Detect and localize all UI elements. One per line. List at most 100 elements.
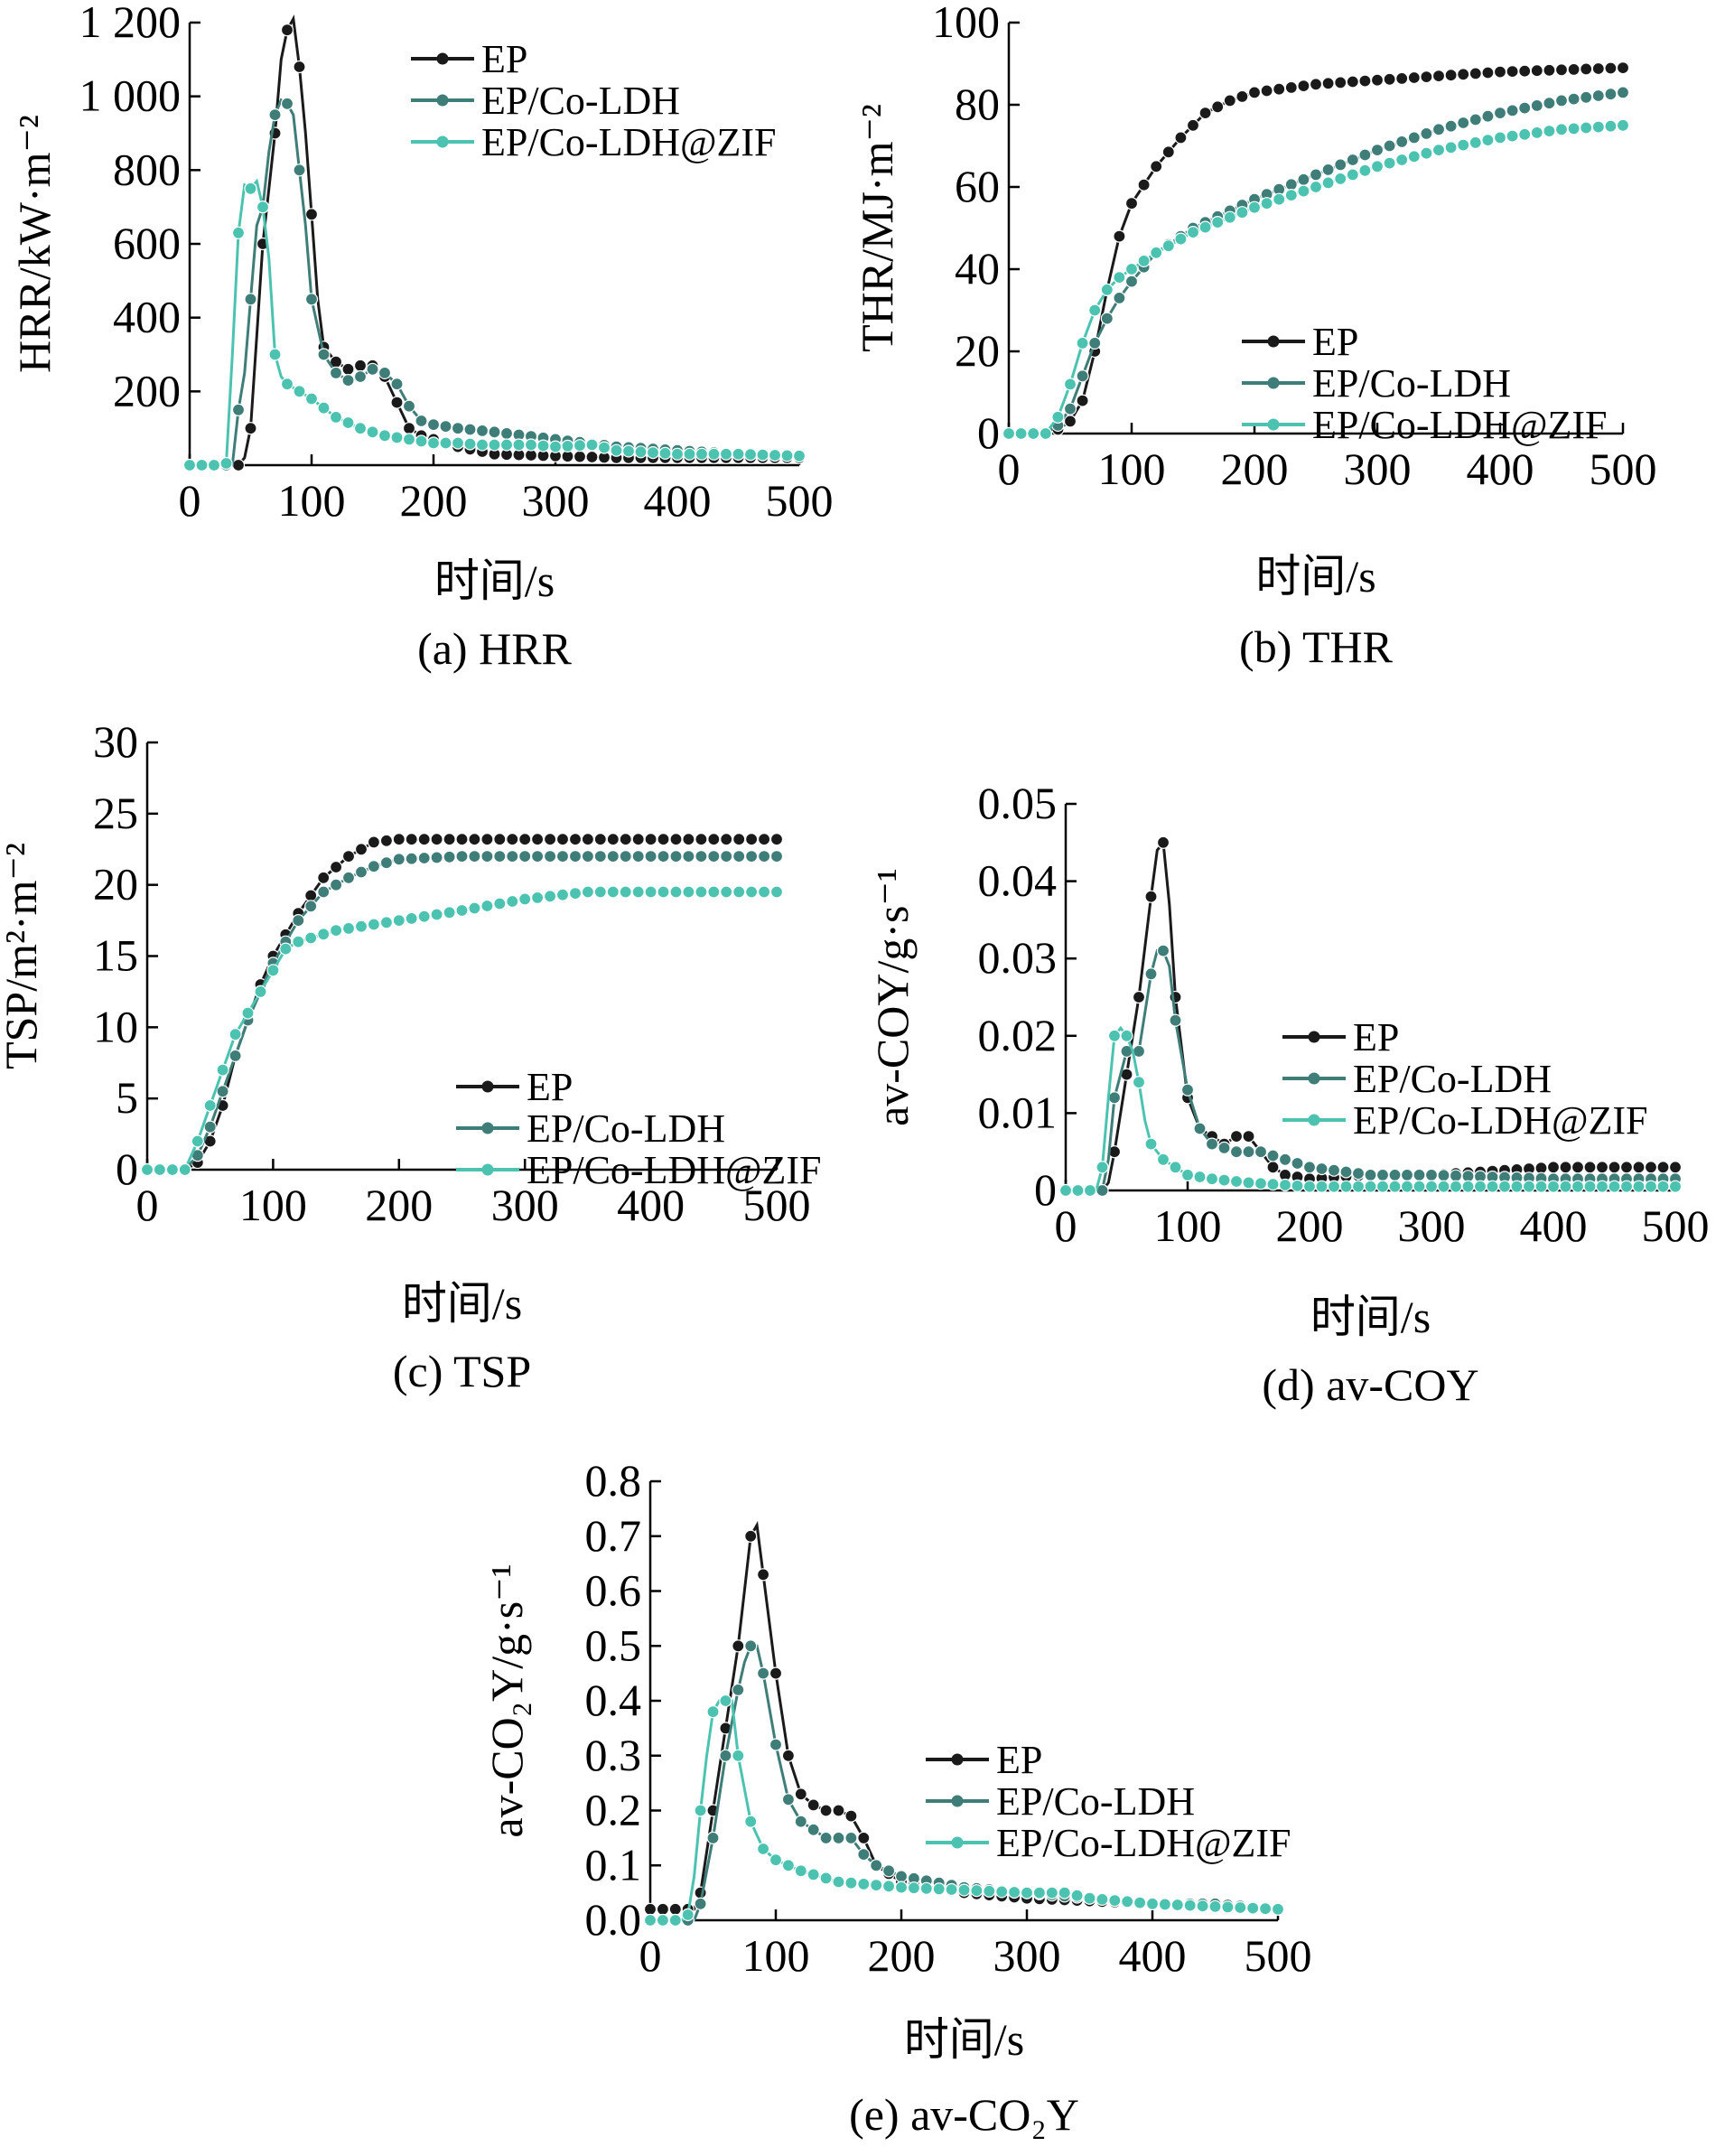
y-tick-label: 800 — [113, 144, 181, 194]
data-point — [644, 849, 657, 863]
data-point — [1193, 1170, 1207, 1184]
data-point — [354, 919, 368, 933]
data-point — [1071, 1183, 1085, 1198]
data-point — [1351, 1180, 1366, 1193]
data-point — [1644, 1180, 1658, 1193]
data-point — [1656, 1180, 1670, 1193]
data-point — [573, 439, 587, 453]
data-point — [1180, 1083, 1195, 1097]
data-point — [493, 833, 507, 846]
legend-label: EP/Co-LDH — [527, 1106, 725, 1151]
data-point — [341, 362, 355, 376]
data-point — [1449, 1169, 1463, 1182]
data-point — [894, 1870, 909, 1883]
data-point — [1309, 168, 1323, 182]
legend-label: EP/Co-LDH — [481, 79, 680, 123]
data-point — [1461, 1180, 1475, 1193]
data-point — [506, 849, 519, 863]
data-point — [1145, 1897, 1160, 1910]
data-point — [1113, 229, 1126, 243]
data-point — [1493, 131, 1507, 145]
data-point — [304, 931, 318, 945]
data-point — [1518, 101, 1532, 115]
x-tick-label: 300 — [522, 475, 590, 526]
data-point — [506, 833, 519, 846]
data-point — [1518, 64, 1532, 78]
data-point — [1469, 113, 1482, 126]
data-point — [402, 422, 416, 435]
data-point — [669, 833, 683, 846]
data-point — [720, 885, 733, 899]
data-point — [1108, 1894, 1122, 1908]
data-point — [1370, 160, 1385, 173]
x-tick-label: 100 — [1098, 443, 1166, 494]
data-point — [732, 833, 746, 846]
data-point — [707, 885, 721, 899]
data-point — [1144, 1137, 1158, 1151]
data-point — [744, 885, 759, 899]
data-point — [1346, 75, 1359, 89]
data-point — [1604, 88, 1618, 101]
y-tick-label: 40 — [955, 243, 1000, 294]
data-point — [415, 434, 428, 448]
x-tick-label: 400 — [1119, 1930, 1187, 1981]
data-point — [695, 885, 708, 899]
data-point — [957, 1883, 971, 1897]
data-point — [1554, 94, 1569, 107]
data-point — [1580, 121, 1593, 135]
data-point — [1124, 262, 1139, 276]
y-tick-label: 5 — [116, 1072, 138, 1123]
legend-swatch-marker — [481, 1122, 494, 1134]
data-point — [1608, 1180, 1621, 1193]
data-point — [757, 885, 771, 899]
data-point — [1334, 172, 1347, 185]
x-axis-title: 时间/s — [1310, 1292, 1431, 1342]
data-point — [1388, 1168, 1402, 1182]
data-point — [1358, 148, 1372, 162]
data-point — [1595, 1180, 1609, 1193]
data-point — [1169, 1013, 1182, 1027]
data-point — [165, 1162, 179, 1177]
data-point — [480, 849, 494, 863]
x-tick-label: 400 — [1467, 443, 1534, 494]
data-point — [231, 403, 246, 416]
data-point — [1223, 94, 1236, 107]
data-point — [1058, 1886, 1071, 1899]
x-tick-label: 500 — [766, 475, 834, 526]
data-point — [1158, 1898, 1172, 1911]
data-point — [631, 849, 645, 863]
legend-swatch-marker — [1308, 1072, 1320, 1085]
data-point — [367, 918, 380, 931]
data-point — [585, 450, 599, 464]
data-point — [1543, 63, 1556, 77]
x-tick-label: 0 — [639, 1930, 662, 1981]
data-point — [1493, 65, 1507, 79]
data-point — [1321, 163, 1335, 176]
y-tick-label: 0 — [1034, 1164, 1057, 1215]
data-point — [744, 1529, 758, 1543]
data-point — [657, 833, 670, 846]
data-point — [1395, 153, 1409, 167]
chart-panel-d: 0 100 200 300 400 500 0 0.01 0.02 0.03 0.04 0.05 时间/… — [867, 778, 1710, 1410]
data-point — [354, 865, 368, 879]
data-point — [606, 885, 620, 899]
data-point — [1530, 126, 1543, 139]
data-point — [756, 1568, 770, 1582]
data-point — [807, 1868, 820, 1881]
data-point — [543, 890, 557, 903]
data-point — [329, 366, 343, 379]
legend-label: EP/Co-LDH@ZIF — [996, 1821, 1291, 1865]
data-point — [304, 293, 319, 306]
x-axis-title: 时间/s — [904, 2014, 1024, 2065]
data-point — [1339, 1180, 1353, 1193]
data-point — [1223, 210, 1236, 224]
panel-caption: (a) HRR — [417, 623, 572, 674]
data-point — [1616, 118, 1630, 132]
data-point — [392, 833, 406, 846]
data-point — [631, 833, 645, 846]
data-point — [1420, 70, 1433, 84]
data-point — [379, 916, 393, 929]
data-point — [597, 441, 611, 454]
data-point — [231, 226, 246, 239]
data-point — [524, 438, 538, 452]
